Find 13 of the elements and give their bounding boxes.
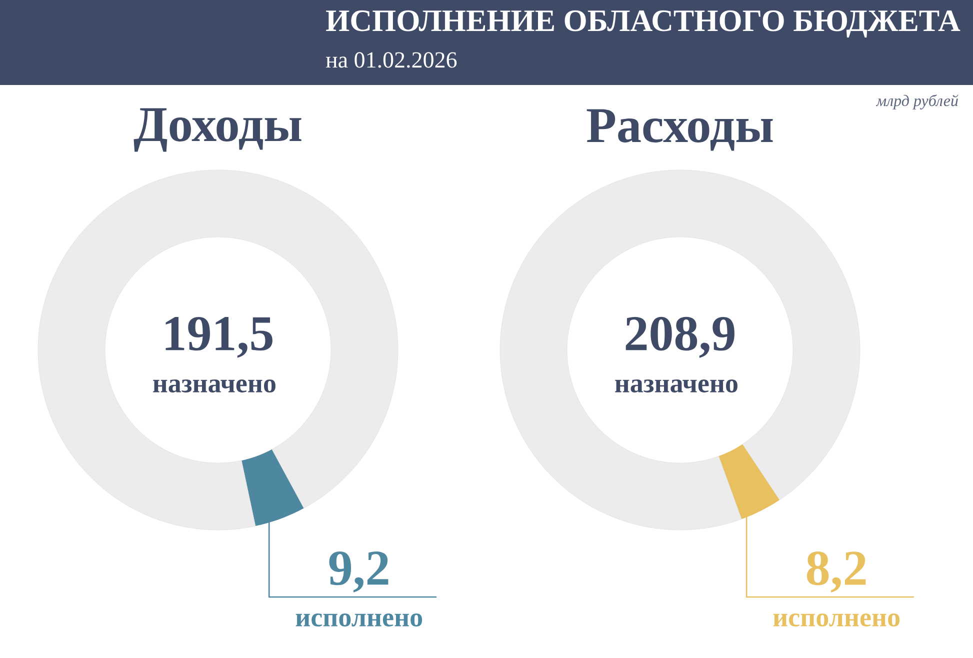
text: млрд рублей: [876, 94, 958, 110]
text: на 01.02.2026: [326, 52, 457, 68]
data-label: 208,9: [626, 316, 734, 358]
data-label: 9,2: [329, 552, 388, 592]
text: ИСПОЛНЕНИЕ ОБЛАСТНОГО БЮДЖЕТА: [326, 10, 960, 38]
chart-title: Доходы: [134, 108, 302, 152]
slice-label: назначено: [615, 379, 738, 392]
slice-label: назначено: [153, 379, 276, 392]
chart-title: Расходы: [586, 109, 773, 151]
slice-label: исполнено: [773, 613, 900, 626]
data-label: 191,5: [166, 316, 272, 358]
data-label: 8,2: [806, 551, 866, 592]
slice-label: исполнено: [296, 613, 422, 626]
